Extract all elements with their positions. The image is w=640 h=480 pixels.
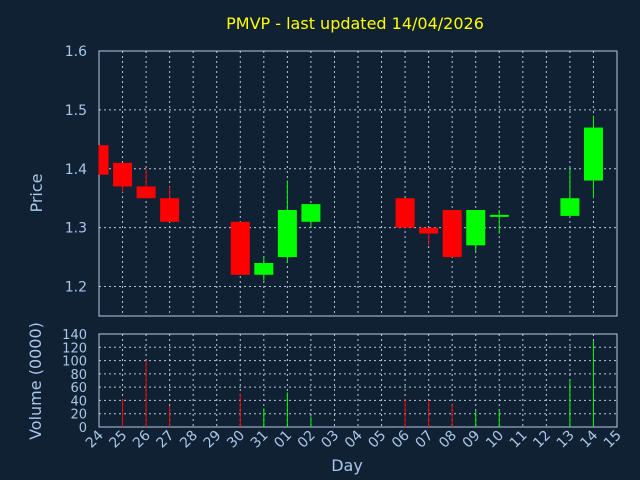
candle-13 [560, 168, 580, 216]
price-tick-label: 1.5 [65, 103, 87, 119]
x-tick-label: 06 [389, 427, 413, 451]
x-tick-label: 01 [271, 428, 295, 452]
price-tick-label: 1.2 [65, 280, 87, 296]
price-panel: 1.2 1.3 1.4 1.5 1.6 Price [27, 44, 618, 317]
candle-body [136, 186, 156, 199]
x-tick-label: 31 [248, 428, 272, 452]
price-tick-label: 1.4 [65, 162, 87, 178]
candle-01 [277, 180, 297, 263]
candle-09 [466, 210, 486, 252]
chart-title: PMVP - last updated 14/04/2026 [226, 14, 484, 33]
candle-25 [113, 162, 133, 193]
price-grid [99, 51, 617, 316]
x-tick-label: 02 [295, 428, 319, 452]
x-axis-label: Day [331, 456, 363, 475]
x-tick-label: 26 [130, 427, 154, 451]
candle-02 [301, 204, 321, 228]
volume-tick-label: 80 [70, 368, 87, 383]
volume-tick-label: 20 [70, 408, 87, 423]
candle-14 [583, 115, 603, 199]
candle-31 [254, 257, 274, 281]
volume-tick-label: 40 [70, 394, 87, 409]
candle-body [254, 263, 274, 275]
price-axis-label: Price [27, 173, 46, 212]
candles [98, 115, 603, 281]
x-tick-label: 27 [154, 428, 178, 452]
candle-body [560, 198, 580, 216]
candle-27 [160, 186, 180, 222]
x-tick-label: 13 [554, 428, 578, 452]
volume-grid [99, 334, 617, 427]
x-tick-label: 25 [106, 428, 130, 452]
x-tick-label: 05 [365, 428, 389, 452]
candle-body [466, 210, 486, 246]
candle-08 [442, 210, 462, 258]
x-tick-label: 14 [577, 427, 601, 451]
price-tick-label: 1.6 [65, 44, 87, 60]
x-tick-label: 29 [201, 428, 225, 452]
x-tick-label: 09 [460, 428, 484, 452]
x-tick-label: 11 [507, 428, 531, 452]
candle-body [583, 127, 603, 181]
x-axis-ticks: 24 25 26 27 28 29 30 31 01 02 03 04 05 06 07 08 09 10 11 12… [83, 427, 625, 451]
candle-07 [419, 227, 439, 246]
x-tick-label: 08 [436, 428, 460, 452]
x-tick-label: 15 [601, 428, 625, 452]
candle-body [301, 204, 321, 222]
candle-body [230, 221, 250, 275]
volume-axis-label: Volume (0000) [26, 322, 45, 440]
candle-body [277, 210, 297, 258]
volume-tick-label: 100 [62, 355, 87, 370]
candle-body [99, 145, 109, 175]
volume-tick-label: 120 [62, 341, 87, 356]
volume-tick-label: 140 [62, 328, 87, 343]
volume-tick-label: 60 [70, 381, 87, 396]
volume-bars [122, 340, 594, 427]
x-tick-label: 04 [342, 427, 366, 451]
x-tick-label: 07 [413, 428, 437, 452]
candle-24 [98, 145, 109, 175]
x-tick-label: 12 [530, 428, 554, 452]
x-tick-label: 30 [224, 428, 248, 452]
candle-body [442, 210, 462, 258]
x-tick-label: 28 [177, 428, 201, 452]
x-tick-label: 03 [318, 428, 342, 452]
candle-30 [230, 221, 250, 275]
price-tick-label: 1.3 [65, 221, 87, 237]
volume-tick-label: 0 [79, 421, 87, 436]
price-y-ticks: 1.2 1.3 1.4 1.5 1.6 [65, 44, 87, 296]
x-tick-label: 10 [483, 428, 507, 452]
candle-body [113, 162, 133, 187]
candle-body [395, 198, 415, 228]
candle-body [160, 198, 180, 222]
candle-26 [136, 168, 156, 199]
candle-body [419, 227, 439, 234]
candle-06 [395, 198, 415, 228]
candle-10 [489, 210, 509, 234]
